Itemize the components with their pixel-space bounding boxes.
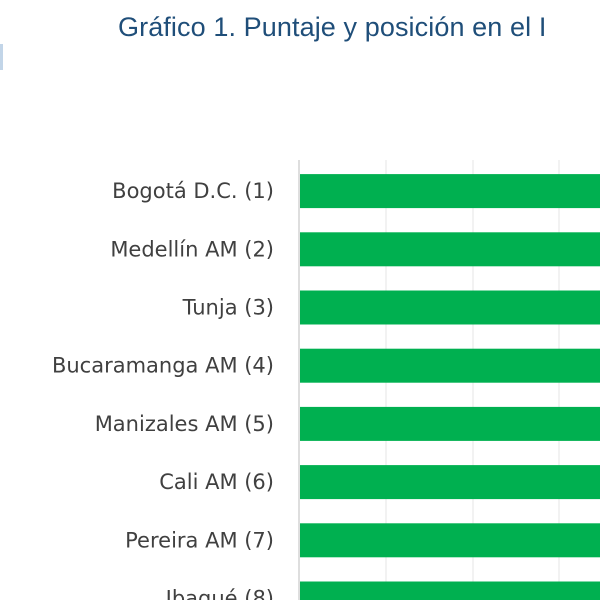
bar-4 xyxy=(300,348,600,383)
bar-3 xyxy=(300,290,600,325)
category-labels: Bogotá D.C. (1) Medellín AM (2) Tunja (3) B… xyxy=(52,179,274,600)
bars xyxy=(300,174,600,600)
left-edge-mark xyxy=(0,44,3,70)
category-label-1: Bogotá D.C. (1) xyxy=(112,179,274,203)
category-label-3: Tunja (3) xyxy=(182,296,274,320)
category-label-2: Medellín AM (2) xyxy=(110,237,274,261)
bar-8 xyxy=(300,581,600,600)
bar-2 xyxy=(300,232,600,267)
category-label-8: Ibagué (8) xyxy=(166,587,274,600)
category-label-4: Bucaramanga AM (4) xyxy=(52,354,274,378)
category-label-5: Manizales AM (5) xyxy=(95,412,274,436)
bar-6 xyxy=(300,465,600,500)
bar-7 xyxy=(300,523,600,558)
bar-5 xyxy=(300,406,600,441)
category-label-7: Pereira AM (7) xyxy=(125,528,274,552)
chart-title: Gráfico 1. Puntaje y posición en el I xyxy=(118,12,547,42)
category-label-6: Cali AM (6) xyxy=(159,470,274,494)
bar-1 xyxy=(300,174,600,209)
